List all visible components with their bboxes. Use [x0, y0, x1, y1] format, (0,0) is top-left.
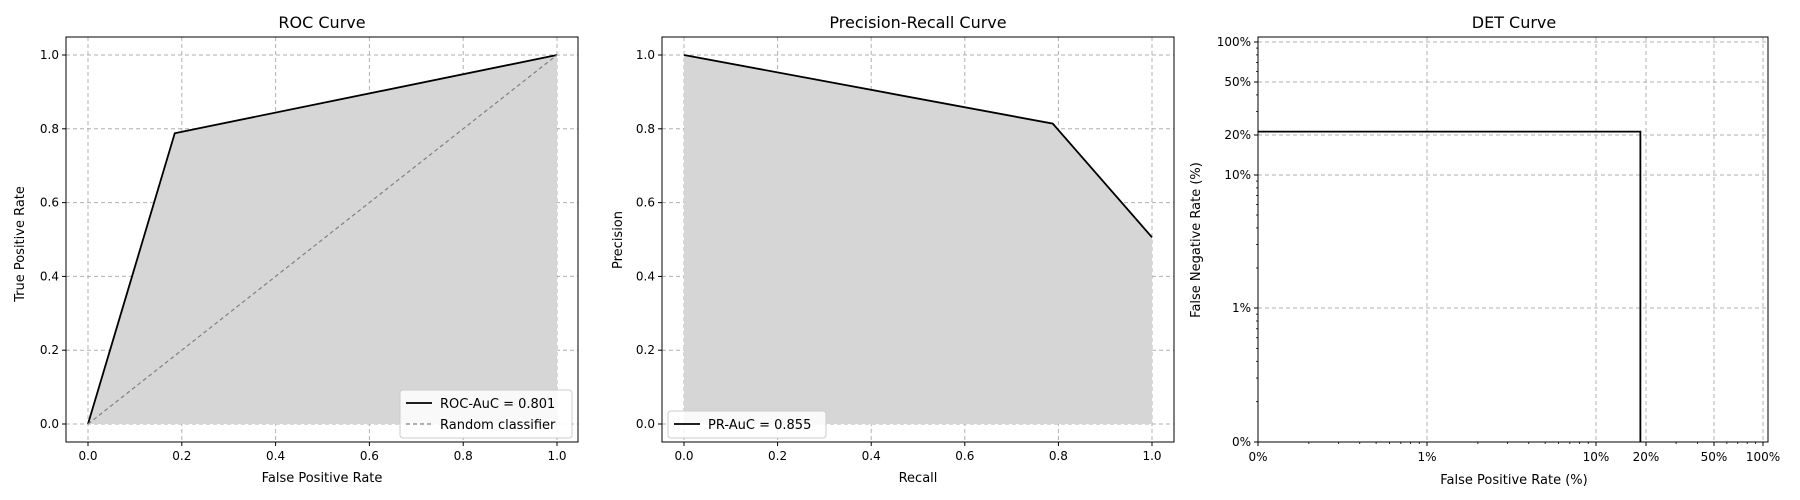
roc-series-line-0 [87, 54, 558, 425]
det-title: DET Curve [1472, 13, 1557, 32]
det-x-tick-label: 100% [1746, 450, 1780, 464]
roc-x-tick-label: 0.4 [266, 449, 285, 463]
pr-chart: Precision-Recall Curve Recall Precision … [611, 13, 1175, 486]
pr-x-tick-label: 1.0 [1142, 449, 1161, 463]
pr-y-tick-label: 0.0 [636, 417, 655, 431]
roc-y-tick-label: 0.4 [40, 269, 59, 283]
det-y-tick-label: 100% [1217, 35, 1251, 49]
roc-ylabel: True Positive Rate [13, 186, 28, 303]
roc-y-tick-label: 1.0 [40, 48, 59, 62]
pr-x-tick-label: 0.0 [674, 449, 693, 463]
det-y-tick-label: 50% [1224, 75, 1251, 89]
pr-y-tick-label: 1.0 [636, 48, 655, 62]
roc-y-tick-label: 0.0 [40, 417, 59, 431]
det-series-line [1258, 130, 1642, 442]
pr-x-tick-label: 0.8 [1049, 449, 1068, 463]
roc-plot-frame [65, 36, 579, 443]
det-y-tick-label: 1% [1232, 301, 1251, 315]
pr-y-tick-label: 0.8 [636, 122, 655, 136]
pr-x-tick-label: 0.2 [768, 449, 787, 463]
det-plot-frame [1257, 36, 1769, 443]
pr-legend-box [667, 410, 827, 439]
pr-plot-frame [661, 36, 1175, 443]
det-xlabel: False Positive Rate (%) [1440, 473, 1587, 488]
det-y-tick-label: 0% [1232, 435, 1251, 449]
det-y-tick-label: 20% [1224, 128, 1251, 142]
det-y-tick-label: 10% [1224, 168, 1251, 182]
pr-area-fill [684, 55, 1152, 424]
pr-xlabel: Recall [899, 471, 938, 486]
pr-x-tick-label: 0.6 [955, 449, 974, 463]
roc-xlabel: False Positive Rate [262, 471, 383, 486]
pr-y-tick-label: 0.2 [636, 343, 655, 357]
roc-x-tick-label: 0.8 [454, 449, 473, 463]
det-x-tick-label: 50% [1701, 450, 1728, 464]
det-x-tick-label: 20% [1633, 450, 1660, 464]
pr-title: Precision-Recall Curve [829, 13, 1006, 32]
roc-legend-box [399, 389, 573, 439]
det-x-tick-label: 1% [1417, 450, 1436, 464]
roc-x-tick-label: 0.2 [172, 449, 191, 463]
pr-series-line-0 [683, 54, 1153, 238]
roc-y-tick-label: 0.8 [40, 122, 59, 136]
pr-y-tick-label: 0.6 [636, 196, 655, 210]
roc-series-line-1 [87, 54, 558, 425]
roc-y-tick-label: 0.2 [40, 343, 59, 357]
det-ylabel: False Negative Rate (%) [1189, 162, 1204, 318]
roc-x-tick-label: 0.0 [78, 449, 97, 463]
det-chart: DET Curve False Positive Rate (%) False … [1189, 13, 1780, 488]
roc-title: ROC Curve [278, 13, 365, 32]
roc-x-tick-label: 0.6 [360, 449, 379, 463]
roc-legend-label-0: ROC-AuC = 0.801 [440, 397, 555, 412]
det-x-tick-label: 0% [1248, 450, 1267, 464]
roc-legend-label-1: Random classifier [440, 418, 556, 433]
pr-y-tick-label: 0.4 [636, 269, 655, 283]
roc-chart: ROC Curve False Positive Rate True Posit… [13, 13, 579, 486]
pr-legend-label-0: PR-AuC = 0.855 [708, 418, 811, 433]
pr-x-tick-label: 0.4 [862, 449, 881, 463]
roc-y-tick-label: 0.6 [40, 196, 59, 210]
pr-ylabel: Precision [611, 211, 626, 269]
det-x-tick-label: 10% [1583, 450, 1610, 464]
roc-x-tick-label: 1.0 [547, 449, 566, 463]
